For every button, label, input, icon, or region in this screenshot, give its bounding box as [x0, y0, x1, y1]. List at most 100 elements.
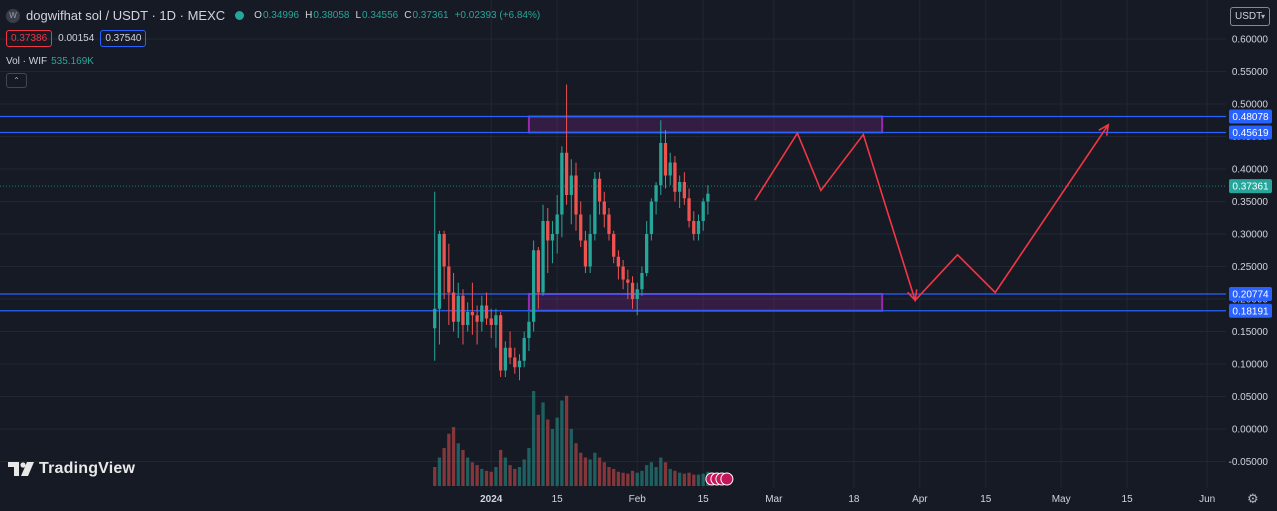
- symbol-legend: W dogwifhat sol / USDT · 1D · MEXC O0.34…: [6, 8, 540, 23]
- volume-bar: [593, 452, 597, 486]
- candle-body: [649, 201, 654, 234]
- candle-body: [484, 305, 489, 319]
- candle-body: [663, 143, 668, 176]
- projection-arrow-up: [1098, 123, 1110, 136]
- volume-bar: [456, 443, 460, 486]
- brand-name: TradingView: [39, 460, 136, 477]
- candle-body: [560, 152, 564, 215]
- volume-bar: [513, 468, 517, 486]
- level-price-tag-bg: [1229, 109, 1272, 124]
- x-tick-label: Mar: [765, 494, 783, 505]
- candle-body: [531, 250, 536, 322]
- candlesticks: [433, 84, 710, 381]
- level-price-tag: 0.18191: [1232, 306, 1269, 317]
- symbol-title[interactable]: dogwifhat sol / USDT · 1D · MEXC: [26, 8, 226, 23]
- horizontal-levels[interactable]: [0, 115, 1226, 312]
- currency-select[interactable]: USDT ▾: [1230, 7, 1270, 26]
- candle-body: [466, 312, 470, 325]
- candle-body: [433, 308, 437, 329]
- volume-bar: [447, 433, 451, 486]
- candle-body: [508, 347, 512, 358]
- trade-prices: 0.37386 0.00154 0.37540: [6, 30, 147, 47]
- time-axis[interactable]: 2024 15 Feb 15 Mar 18 Apr 15 May 15 Jun: [480, 494, 1215, 505]
- candle-body: [564, 152, 569, 195]
- spread-value: 0.00154: [58, 33, 95, 44]
- volume-bar: [466, 457, 470, 486]
- tradingview-brand[interactable]: TradingView: [8, 460, 135, 478]
- volume-bar: [682, 473, 686, 486]
- event-markers[interactable]: [705, 472, 734, 486]
- volume-bar: [560, 400, 564, 486]
- candle-body: [696, 221, 701, 234]
- level-price-tag: 0.20774: [1232, 289, 1269, 300]
- candle-body: [607, 214, 611, 234]
- volume-bar: [451, 427, 456, 486]
- candle-body: [583, 240, 588, 267]
- candle-body: [437, 234, 442, 309]
- volume-bar: [555, 417, 559, 486]
- volume-bar: [546, 419, 550, 486]
- volume-bar: [550, 429, 555, 486]
- symbol-logo-icon[interactable]: W: [6, 8, 20, 23]
- x-tick-label: Jun: [1199, 494, 1215, 505]
- candle-body: [517, 360, 522, 368]
- volume-bar: [433, 467, 437, 486]
- price-axis[interactable]: 0.600000.550000.500000.450000.400000.350…: [1229, 35, 1269, 469]
- ohlc-high: H0.38058: [305, 10, 350, 21]
- volume-bar: [640, 470, 644, 486]
- x-tick-label: 15: [552, 494, 564, 505]
- chevron-up-icon[interactable]: ⌃: [6, 73, 27, 88]
- projection-path[interactable]: [754, 123, 1110, 303]
- chart-grid: [0, 0, 1226, 488]
- candle-body: [668, 162, 672, 176]
- volume-bar: [673, 470, 677, 486]
- ohlc-low: L0.34556: [355, 10, 399, 21]
- candle-body: [635, 289, 639, 299]
- candle-body: [489, 318, 493, 325]
- candle-body: [579, 214, 583, 241]
- level-price-labels: 0.48078 0.45619 0.20774 0.18191 0.37361: [1229, 109, 1272, 318]
- chevron-down-icon: ▾: [1260, 12, 1265, 21]
- level-price-tag-bg: [1229, 286, 1272, 301]
- gear-icon[interactable]: ⚙: [1247, 491, 1259, 506]
- volume-bar: [503, 457, 508, 486]
- volume-bar: [588, 459, 592, 486]
- volume-bar: [522, 459, 526, 486]
- candle-body: [574, 175, 578, 215]
- volume-bar: [461, 449, 465, 486]
- candle-body: [597, 178, 602, 202]
- x-tick-label: 18: [848, 494, 860, 505]
- last-price-tag: 0.37361: [1232, 182, 1269, 193]
- volume-bar: [663, 462, 668, 486]
- y-tick-label: 0.30000: [1232, 230, 1269, 241]
- volume-bar: [536, 414, 540, 486]
- candle-body: [640, 273, 644, 290]
- candle-body: [555, 214, 559, 234]
- volume-bar: [616, 471, 621, 486]
- x-tick-label: 2024: [480, 494, 503, 505]
- x-tick-label: Apr: [912, 494, 928, 505]
- volume-value: 535.169K: [51, 56, 94, 67]
- volume-bar: [626, 473, 630, 486]
- ohlc-open: O0.34996: [254, 10, 300, 21]
- candle-body: [602, 201, 606, 215]
- candle-body: [527, 321, 531, 338]
- y-tick-label: 0.40000: [1232, 165, 1269, 176]
- volume-bar: [677, 472, 682, 486]
- volume-bar: [527, 448, 531, 486]
- volume-bar: [692, 474, 696, 486]
- candle-body: [588, 234, 592, 267]
- sell-price-button[interactable]: 0.37386: [6, 30, 53, 47]
- market-status-icon[interactable]: [235, 11, 245, 20]
- ohlc-close: C0.37361: [404, 10, 449, 21]
- candle-body: [654, 185, 658, 202]
- candle-body: [456, 295, 460, 322]
- candle-body: [687, 198, 691, 221]
- volume-bar: [696, 474, 701, 486]
- candle-body: [541, 221, 545, 293]
- level-price-tag: 0.48078: [1232, 112, 1269, 123]
- buy-price-button[interactable]: 0.37540: [100, 30, 147, 47]
- volume-bar: [649, 462, 654, 486]
- candle-body: [499, 315, 503, 371]
